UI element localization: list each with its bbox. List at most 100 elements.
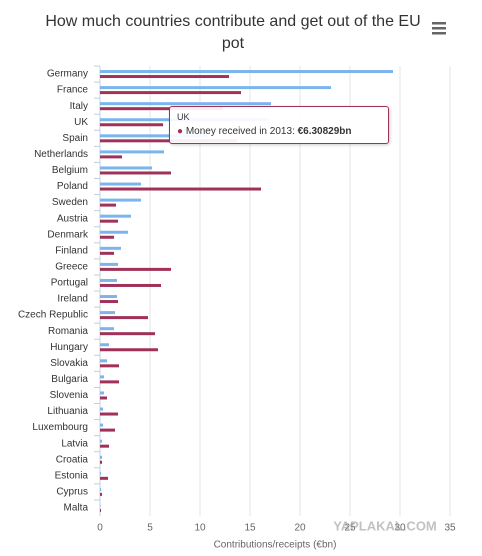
- bar: [100, 407, 103, 411]
- bar: [100, 423, 103, 427]
- tooltip-body: ● Money received in 2013: €6.30829bn: [177, 126, 352, 137]
- y-tick-label: Croatia: [56, 454, 89, 465]
- y-tick-label: Sweden: [52, 197, 88, 208]
- y-tick-label: Portugal: [51, 278, 88, 289]
- bar: [100, 246, 121, 250]
- bar: [100, 412, 118, 416]
- menu-bar[interactable]: [432, 27, 446, 30]
- bar: [100, 278, 117, 282]
- x-tick-label: 20: [294, 523, 306, 534]
- bar: [100, 295, 117, 299]
- bar: [100, 102, 271, 106]
- bar: [100, 86, 331, 90]
- bar: [100, 283, 161, 287]
- y-tick-label: Germany: [47, 69, 88, 80]
- tooltip-header: UK: [177, 112, 190, 122]
- y-tick-label: Czech Republic: [18, 310, 88, 321]
- bar: [100, 70, 393, 74]
- bar: [100, 471, 101, 475]
- y-tick-label: Malta: [64, 503, 89, 514]
- bar: [100, 235, 114, 239]
- bar: [100, 230, 128, 234]
- bar: [100, 316, 148, 320]
- bar: [100, 187, 261, 191]
- bar: [100, 343, 109, 347]
- bar: [100, 182, 141, 186]
- bar: [100, 332, 155, 336]
- y-tick-label: Slovakia: [50, 358, 88, 369]
- bar: [100, 476, 108, 480]
- x-tick-label: 25: [344, 523, 356, 534]
- bar: [100, 139, 237, 143]
- bar: [100, 487, 101, 491]
- bar: [100, 198, 141, 202]
- y-tick-label: Estonia: [55, 470, 89, 481]
- bar: [100, 123, 164, 127]
- bar: [100, 359, 107, 363]
- bar: [100, 460, 102, 464]
- tooltip-series: Money received in 2013: [185, 126, 293, 137]
- bar: [100, 75, 229, 79]
- y-tick-label: Belgium: [52, 165, 88, 176]
- bar: [100, 455, 102, 459]
- y-tick-label: Finland: [55, 245, 88, 256]
- bar: [100, 251, 114, 255]
- menu-bar[interactable]: [432, 32, 446, 35]
- bar: [100, 214, 131, 218]
- bar: [100, 508, 101, 512]
- x-tick-label: 35: [444, 523, 456, 534]
- tooltip-value: €6.30829bn: [297, 126, 352, 137]
- bar: [100, 134, 207, 138]
- bar: [100, 203, 116, 207]
- menu-bar[interactable]: [432, 22, 446, 25]
- bar: [100, 150, 164, 154]
- bar: [100, 262, 118, 266]
- x-tick-label: 5: [147, 523, 153, 534]
- bar: [100, 311, 115, 315]
- y-tick-label: Netherlands: [34, 149, 88, 160]
- x-tick-label: 10: [194, 523, 206, 534]
- bar: [100, 219, 118, 223]
- bar: [100, 428, 115, 432]
- x-tick-label: 15: [244, 523, 256, 534]
- bar: [100, 444, 109, 448]
- bar: [100, 364, 119, 368]
- y-tick-label: France: [57, 85, 89, 96]
- y-tick-label: Hungary: [50, 342, 88, 353]
- y-tick-label: Lithuania: [47, 406, 88, 417]
- y-tick-label: Cyprus: [56, 487, 88, 498]
- y-tick-label: Luxembourg: [32, 422, 88, 433]
- menu-button[interactable]: [432, 22, 446, 35]
- y-tick-label: Romania: [48, 326, 88, 337]
- bar: [100, 300, 118, 304]
- x-tick-label: 30: [394, 523, 406, 534]
- bar: [100, 155, 122, 159]
- y-tick-label: Bulgaria: [51, 374, 88, 385]
- chart-title: How much countries contribute and get ou…: [45, 13, 420, 52]
- bar: [100, 171, 171, 175]
- bar: [100, 107, 223, 111]
- bar: [100, 91, 241, 95]
- y-tick-label: Spain: [62, 133, 88, 144]
- y-tick-label: Slovenia: [50, 390, 89, 401]
- x-axis-title: Contributions/receipts (€bn): [214, 540, 337, 551]
- watermark: YAPLAKAL.COM: [333, 518, 437, 533]
- y-tick-label: Austria: [57, 213, 89, 224]
- y-tick-label: Denmark: [47, 229, 89, 240]
- bar: [100, 380, 119, 384]
- bar: [100, 391, 104, 395]
- bar: [100, 267, 171, 271]
- y-tick-label: Ireland: [57, 294, 88, 305]
- y-tick-label: Latvia: [61, 438, 88, 449]
- y-tick-label: Italy: [70, 101, 88, 112]
- bar: [100, 327, 114, 331]
- bar: [100, 166, 152, 170]
- tooltip: UK ● Money received in 2013: €6.30829bn: [169, 106, 389, 144]
- y-tick-label: UK: [74, 117, 88, 128]
- bar: [100, 396, 107, 400]
- bar: [100, 348, 158, 352]
- bar: [100, 492, 102, 496]
- y-tick-label: Poland: [57, 181, 88, 192]
